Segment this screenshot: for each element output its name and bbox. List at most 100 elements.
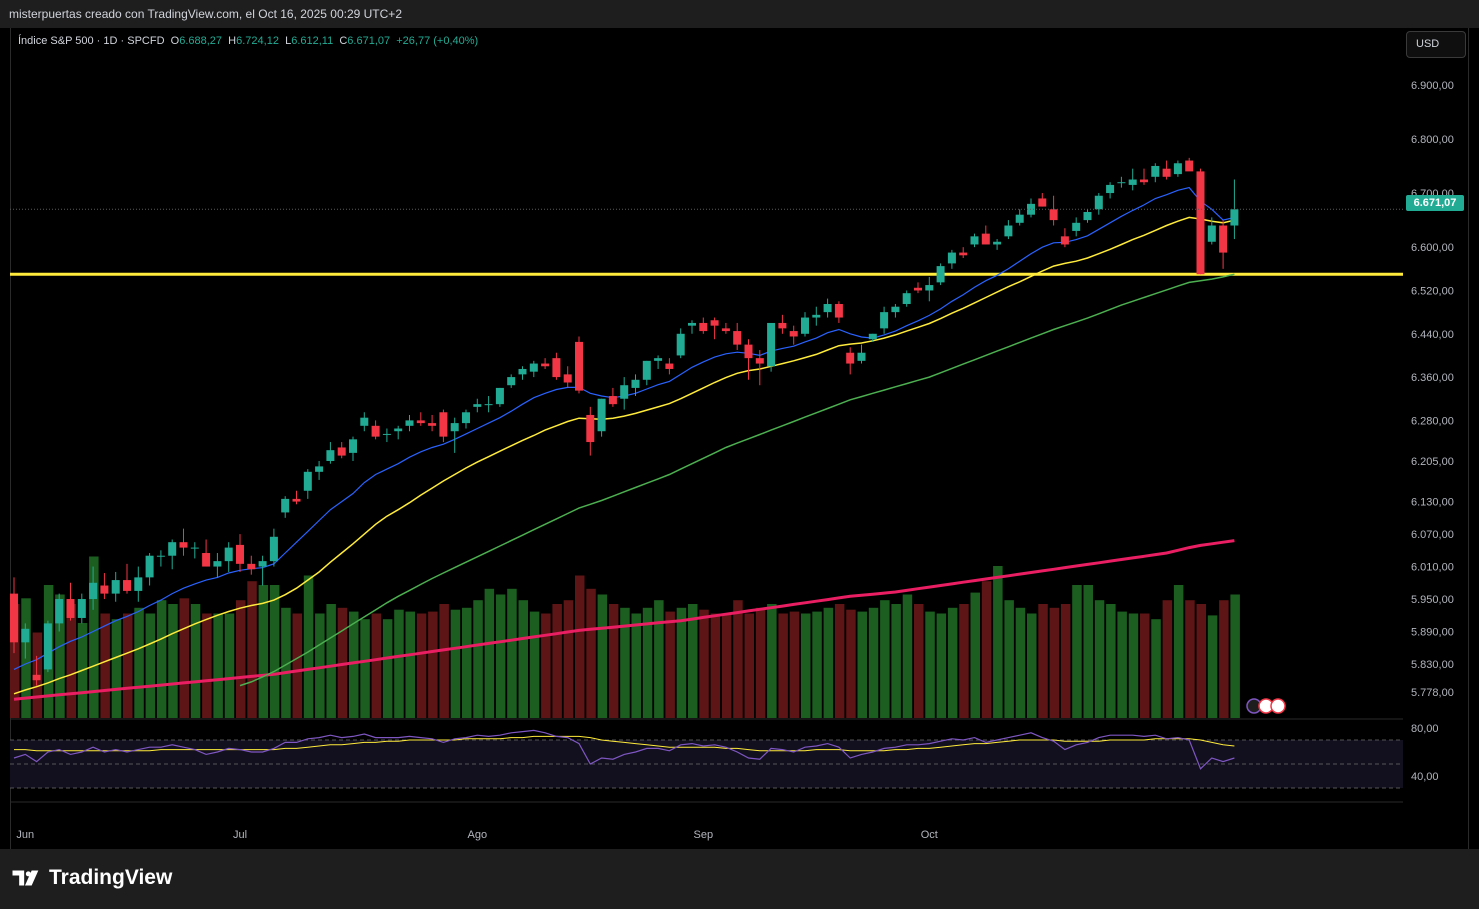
rsi-axis-label: 80,00 <box>1411 723 1439 735</box>
volume-bar <box>462 607 472 718</box>
volume-bar <box>145 613 156 718</box>
candle-body <box>1038 198 1047 207</box>
time-axis-label: Oct <box>921 829 938 841</box>
candle-body <box>733 331 742 345</box>
volume-bar <box>1060 604 1071 718</box>
volume-bar <box>575 575 585 718</box>
candle-body <box>428 423 437 426</box>
volume-bar <box>914 604 924 718</box>
candle-body <box>778 322 787 329</box>
volume-bar <box>733 600 743 718</box>
open-key: O <box>170 35 180 47</box>
candle-body <box>416 420 425 424</box>
candle-body <box>1117 182 1126 184</box>
volume-bar <box>721 613 732 718</box>
volume-bar <box>269 585 280 718</box>
low-value: 6.612,11 <box>291 35 334 47</box>
volume-bar <box>55 594 65 718</box>
candle-body <box>1219 225 1228 253</box>
open-value: 6.688,27 <box>179 35 223 47</box>
volume-bar <box>959 604 969 718</box>
candle-body <box>224 547 233 562</box>
volume-bar <box>1128 613 1139 718</box>
candle-body <box>1106 184 1115 194</box>
candle-body <box>371 425 380 437</box>
candle-body <box>462 412 470 424</box>
volume-bar <box>382 619 393 718</box>
candle-body <box>1015 214 1024 223</box>
sma-red-line <box>13 539 1235 701</box>
candle-body <box>315 466 324 472</box>
volume-bar <box>450 609 461 718</box>
high-value: 6.724,12 <box>236 35 279 47</box>
candle-body <box>834 304 843 318</box>
candle-body <box>382 433 391 435</box>
candle-body <box>767 322 776 367</box>
volume-bar <box>767 604 777 718</box>
volume-bar <box>688 604 698 718</box>
rsi-ma-line <box>14 735 1235 752</box>
candle-body <box>1140 179 1148 183</box>
volume-bar <box>789 611 800 718</box>
volume-bar <box>1004 600 1014 718</box>
candle-body <box>236 544 244 564</box>
symbol-legend: Índice S&P 500 · 1D · SPCFD O6.688,27 H6… <box>18 35 478 47</box>
candle-body <box>213 561 222 567</box>
candle-body <box>134 577 143 591</box>
candle-body <box>450 423 459 432</box>
candle-body <box>642 360 651 380</box>
volume-bar <box>823 607 834 718</box>
candle-body <box>654 358 663 361</box>
candle-body <box>21 628 30 643</box>
volume-bar <box>529 611 540 718</box>
close-value: 6.671,07 <box>347 35 391 47</box>
volume-bar <box>744 613 754 718</box>
volume-bar <box>213 613 223 718</box>
price-axis-label: 6.360,00 <box>1411 372 1454 384</box>
volume-bar <box>1173 585 1184 718</box>
time-axis-label: Ago <box>468 829 488 841</box>
tradingview-logo[interactable]: TradingView <box>12 866 172 890</box>
candle-body <box>1083 211 1092 221</box>
volume-bar <box>349 611 359 718</box>
candle-body <box>258 561 267 567</box>
candle-body <box>608 396 617 405</box>
volume-bar <box>925 611 935 718</box>
tradingview-logo-icon <box>12 870 39 886</box>
volume-bar <box>10 604 20 718</box>
candle-body <box>744 344 753 359</box>
candle-body <box>586 414 595 443</box>
volume-bar <box>179 598 189 718</box>
candle-body <box>473 404 482 407</box>
candle-body <box>89 582 98 600</box>
candle-body <box>563 374 572 383</box>
candle-body <box>575 341 583 391</box>
candle-body <box>1049 209 1058 221</box>
price-axis-label: 6.010,00 <box>1411 562 1454 574</box>
symbol-title: Índice S&P 500 · 1D · SPCFD <box>18 35 165 47</box>
volume-bar <box>665 611 675 718</box>
candle-body <box>518 368 527 375</box>
volume-bar <box>654 600 664 718</box>
candle-body <box>1060 236 1069 245</box>
volume-bar <box>936 613 947 718</box>
attribution-text: misterpuertas creado con TradingView.com… <box>9 7 402 21</box>
candle-body <box>1094 195 1103 210</box>
candle-body <box>484 404 493 406</box>
price-axis-label: 6.070,00 <box>1411 529 1454 541</box>
candle-body <box>111 580 120 594</box>
candle-body <box>360 417 369 426</box>
close-key: C <box>339 35 348 47</box>
price-axis-label: 5.830,00 <box>1411 659 1454 671</box>
currency-button[interactable]: USD <box>1406 31 1466 58</box>
volume-bar <box>631 613 641 718</box>
volume-bar <box>846 609 856 718</box>
volume-bar <box>552 604 562 718</box>
volume-bar <box>1207 615 1218 718</box>
volume-bar <box>970 592 980 718</box>
candle-body <box>812 314 821 318</box>
candle-body <box>846 352 855 364</box>
time-axis: Jun Jul Ago Sep Oct <box>16 829 937 841</box>
volume-bar <box>100 613 110 718</box>
